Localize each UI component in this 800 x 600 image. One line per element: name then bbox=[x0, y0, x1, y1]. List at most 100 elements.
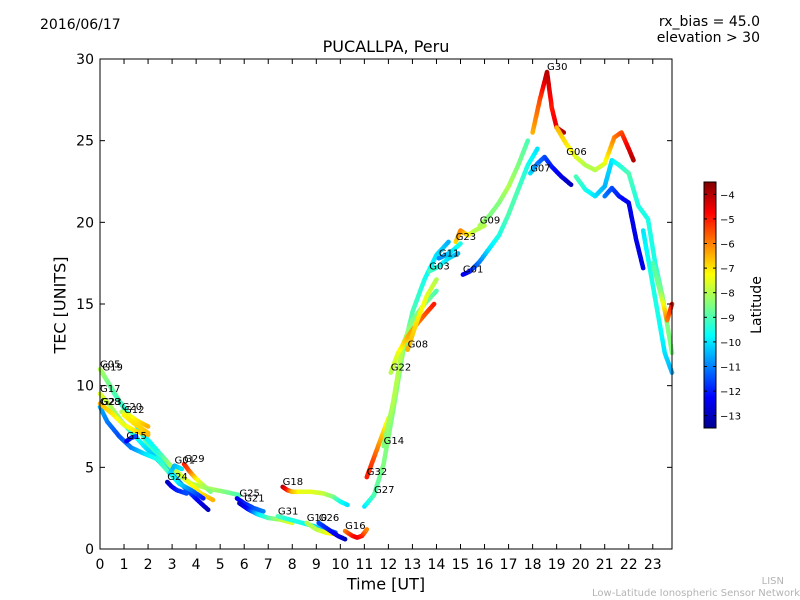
data-point bbox=[205, 507, 211, 513]
x-tick-label: 13 bbox=[404, 557, 422, 573]
series-unlabeled-31 bbox=[573, 158, 675, 356]
prn-label: G10 bbox=[307, 513, 327, 524]
series-unlabeled-33 bbox=[640, 228, 675, 375]
data-point bbox=[535, 146, 540, 152]
x-tick-label: 12 bbox=[379, 557, 397, 573]
prn-label: G12 bbox=[124, 405, 144, 416]
series-G15-7 bbox=[124, 434, 139, 444]
prn-label: G09 bbox=[480, 216, 500, 227]
data-point bbox=[525, 138, 531, 143]
x-tick-label: 7 bbox=[264, 557, 273, 573]
data-point bbox=[434, 277, 439, 282]
data-point bbox=[455, 251, 461, 256]
x-tick-label: 11 bbox=[355, 557, 373, 573]
prn-label: G14 bbox=[384, 436, 404, 447]
prn-label: G23 bbox=[101, 397, 121, 408]
colorbar-tick-label: −9 bbox=[720, 313, 735, 324]
y-tick-label: 15 bbox=[76, 297, 94, 313]
colorbar-tick-label: −8 bbox=[720, 289, 735, 300]
series-G08-22 bbox=[405, 277, 439, 353]
series-G11-24 bbox=[436, 241, 463, 261]
parameters-block: rx_bias = 45.0 elevation > 30 bbox=[657, 14, 760, 46]
x-tick-label: 14 bbox=[428, 557, 446, 573]
data-point bbox=[446, 239, 451, 245]
series-G06-30 bbox=[554, 125, 636, 173]
prn-label: G01 bbox=[175, 456, 195, 467]
data-point bbox=[345, 502, 350, 508]
x-tick-label: 9 bbox=[312, 557, 321, 573]
series-G26-16 bbox=[316, 520, 348, 542]
data-point bbox=[133, 434, 139, 439]
data-point bbox=[179, 466, 184, 472]
elevation-label: elevation > 30 bbox=[656, 30, 760, 46]
data-point bbox=[145, 424, 151, 429]
x-tick-label: 17 bbox=[500, 557, 518, 573]
x-tick-label: 18 bbox=[524, 557, 542, 573]
colorbar-tick-label: −4 bbox=[720, 190, 735, 201]
data-point bbox=[145, 430, 151, 436]
x-tick-label: 19 bbox=[548, 557, 566, 573]
credit-long: Low-Latitude Ionospheric Sensor Network bbox=[592, 588, 800, 599]
prn-label: G08 bbox=[408, 340, 428, 351]
y-tick-label: 10 bbox=[76, 379, 94, 395]
x-tick-label: 22 bbox=[620, 557, 638, 573]
data-point bbox=[434, 288, 439, 294]
prn-label: G28 bbox=[100, 397, 120, 408]
series-G01-8 bbox=[167, 463, 184, 477]
x-tick-label: 3 bbox=[168, 557, 177, 573]
series-G12-6 bbox=[121, 412, 151, 436]
x-tick-label: 23 bbox=[644, 557, 662, 573]
prn-label: G11 bbox=[439, 248, 459, 259]
prn-label: G20 bbox=[122, 402, 142, 413]
data-point bbox=[208, 489, 213, 495]
x-tick-label: 8 bbox=[288, 557, 297, 573]
colorbar-tick-label: −10 bbox=[720, 338, 741, 349]
y-tick-label: 5 bbox=[85, 460, 94, 476]
x-tick-label: 4 bbox=[192, 557, 201, 573]
data-point bbox=[364, 527, 370, 532]
data-point bbox=[237, 492, 242, 498]
y-tick-label: 0 bbox=[85, 542, 94, 558]
x-tick-label: 15 bbox=[452, 557, 470, 573]
data-point bbox=[184, 491, 189, 496]
series-G03-23 bbox=[427, 251, 461, 274]
prn-label: G26 bbox=[319, 513, 339, 524]
x-tick-label: 2 bbox=[144, 557, 153, 573]
series-unlabeled-32 bbox=[602, 185, 646, 271]
x-tick-label: 6 bbox=[240, 557, 249, 573]
series-G09-27 bbox=[477, 138, 531, 228]
prn-label: G05 bbox=[100, 359, 120, 370]
series-G23-25 bbox=[453, 223, 487, 245]
prn-label: G31 bbox=[278, 506, 298, 517]
chart-title: PUCALLPA, Peru bbox=[322, 37, 450, 56]
x-tick-label: 21 bbox=[596, 557, 614, 573]
data-point bbox=[431, 301, 437, 307]
series-G30-29 bbox=[530, 69, 567, 135]
prn-label: G19 bbox=[102, 363, 122, 374]
colorbar-tick-label: −13 bbox=[720, 412, 741, 423]
data-point bbox=[210, 497, 216, 503]
series-layer bbox=[97, 69, 675, 542]
prn-label: G06 bbox=[566, 147, 586, 158]
data-point bbox=[631, 158, 636, 163]
prn-label: G32 bbox=[367, 467, 387, 478]
date-label: 2016/06/17 bbox=[40, 17, 121, 33]
prn-label: G17 bbox=[100, 384, 120, 395]
data-point bbox=[342, 536, 348, 542]
series-G29-9 bbox=[181, 461, 213, 495]
rx-bias-label: rx_bias = 45.0 bbox=[658, 14, 760, 30]
prn-label: G27 bbox=[374, 485, 394, 496]
series-G16-17 bbox=[342, 527, 370, 540]
prn-label: G03 bbox=[429, 261, 449, 272]
credit-short: LISN bbox=[761, 576, 784, 587]
prn-label: G21 bbox=[244, 493, 264, 504]
prn-label: G24 bbox=[167, 472, 187, 483]
prn-label: G16 bbox=[345, 521, 365, 532]
series-G24-10 bbox=[165, 479, 189, 496]
x-tick-label: 10 bbox=[331, 557, 349, 573]
prn-label: G07 bbox=[530, 163, 550, 174]
colorbar-tick-label: −12 bbox=[720, 387, 741, 398]
x-tick-label: 5 bbox=[216, 557, 225, 573]
